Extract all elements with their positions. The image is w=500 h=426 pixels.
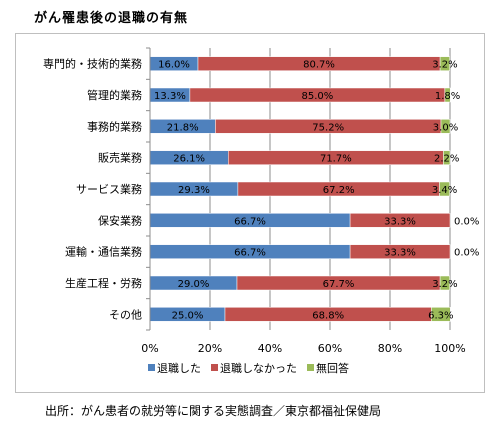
data-label: 0.0%	[454, 248, 479, 259]
data-label: 80.7%	[303, 60, 335, 71]
data-label: 6.3%	[428, 310, 453, 321]
data-label: 3.4%	[432, 185, 457, 196]
category-label: サービス業務	[76, 182, 142, 196]
legend-label: 退職しなかった	[220, 362, 297, 375]
data-label: 85.0%	[302, 91, 334, 102]
data-label: 66.7%	[234, 248, 266, 259]
data-label: 3.2%	[432, 60, 457, 71]
data-label: 3.2%	[432, 279, 457, 290]
data-label: 68.8%	[312, 310, 344, 321]
data-label: 29.3%	[178, 185, 210, 196]
data-label: 1.8%	[435, 91, 460, 102]
legend-swatch	[307, 364, 314, 371]
legend-label: 退職した	[157, 362, 201, 375]
bar-segment	[439, 56, 450, 71]
data-label: 0.0%	[454, 216, 479, 227]
data-label: 26.1%	[173, 154, 205, 165]
data-label: 25.0%	[172, 310, 204, 321]
category-label: 保安業務	[98, 213, 142, 227]
bar-segment	[349, 244, 451, 259]
legend-swatch	[211, 364, 218, 371]
data-label: 13.3%	[154, 91, 186, 102]
x-tick-label: 40%	[258, 342, 282, 355]
legend-swatch	[148, 364, 155, 371]
category-label: 管理的業務	[87, 88, 142, 102]
category-label: その他	[109, 308, 142, 321]
category-label: 販売業務	[98, 151, 142, 165]
bar-segment	[444, 87, 451, 103]
x-tick-label: 80%	[378, 342, 402, 355]
category-label: 生産工程・労務	[65, 276, 142, 290]
data-label: 2.2%	[434, 154, 459, 165]
data-label: 33.3%	[384, 248, 416, 259]
data-label: 3.0%	[433, 122, 458, 133]
chart-title: がん罹患後の退職の有無	[34, 11, 189, 26]
bar-segment	[349, 213, 451, 228]
x-tick-label: 100%	[434, 342, 465, 355]
data-label: 71.7%	[320, 154, 352, 165]
data-label: 33.3%	[384, 216, 416, 227]
data-label: 21.8%	[167, 122, 199, 133]
data-label: 29.0%	[178, 279, 210, 290]
bar-segment	[443, 150, 451, 165]
bar-segment	[431, 307, 451, 322]
data-label: 75.2%	[312, 122, 344, 133]
x-tick-label: 60%	[318, 342, 342, 355]
x-tick-label: 20%	[198, 342, 222, 355]
data-label: 66.7%	[234, 216, 266, 227]
legend-label: 無回答	[316, 361, 349, 375]
x-tick-label: 0%	[141, 342, 158, 355]
category-label: 専門的・技術的業務	[43, 57, 142, 71]
category-label: 事務的業務	[87, 119, 142, 133]
data-label: 16.0%	[158, 60, 190, 71]
data-label: 67.2%	[323, 185, 355, 196]
source-note: 出所：がん患者の就労等に関する実態調査／東京都福祉保健局	[45, 404, 382, 418]
bar-segment	[440, 119, 451, 134]
bar-segment	[439, 181, 450, 197]
category-label: 運輸・通信業務	[65, 245, 142, 259]
data-label: 67.7%	[323, 279, 355, 290]
bar-segment	[439, 275, 450, 291]
